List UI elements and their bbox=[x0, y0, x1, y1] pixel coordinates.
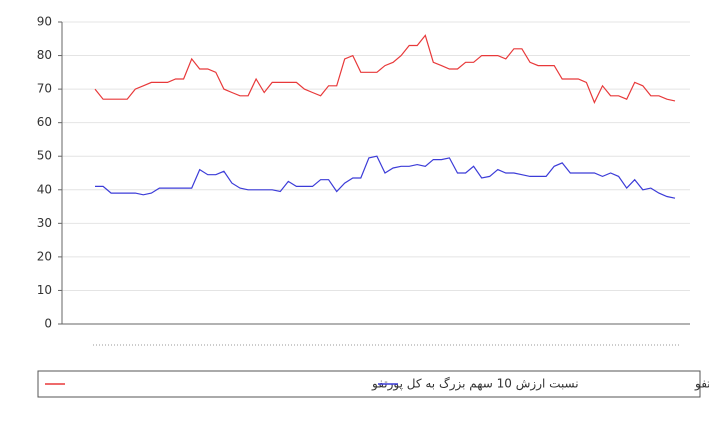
y-tick-label: 20 bbox=[37, 249, 52, 263]
y-tick-label: 90 bbox=[37, 15, 52, 29]
legend-label: نسبت ارزش 5 سهم بزرگ به کل پورتفو bbox=[694, 377, 709, 392]
y-tick-label: 40 bbox=[37, 182, 52, 196]
legend-box bbox=[37, 370, 701, 398]
y-tick-label: 30 bbox=[37, 216, 52, 230]
y-tick-label: 70 bbox=[37, 82, 52, 96]
y-tick-label: 10 bbox=[37, 283, 52, 297]
legend-label: نسبت ارزش 10 سهم بزرگ به کل پورتفو bbox=[371, 377, 579, 392]
y-tick-label: 0 bbox=[44, 317, 52, 331]
series-line bbox=[95, 155, 676, 199]
y-tick-label: 50 bbox=[37, 149, 52, 163]
series-line bbox=[94, 34, 676, 104]
y-tick-label: 80 bbox=[37, 48, 52, 62]
y-tick-label: 60 bbox=[37, 115, 52, 129]
